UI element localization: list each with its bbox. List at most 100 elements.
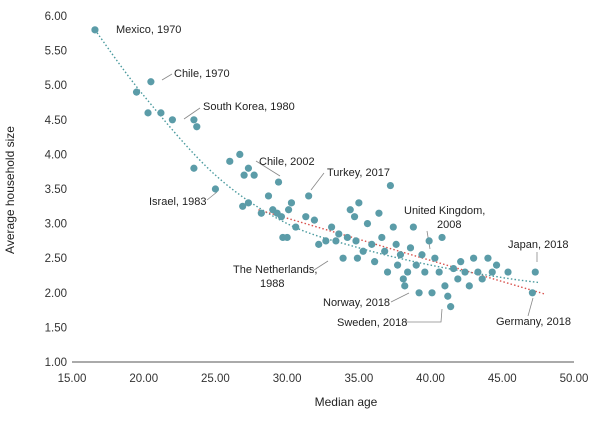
data-point (157, 109, 165, 117)
x-tick-label: 40.00 (416, 373, 445, 385)
data-point (283, 233, 291, 242)
annotation-leaders (161, 73, 538, 323)
y-tick-label: 5.50 (45, 46, 67, 58)
data-point (435, 268, 443, 276)
annotation-leader (405, 308, 443, 323)
y-tick-label: 4.50 (45, 115, 67, 127)
annotation-label: Japan, 2018 (508, 239, 569, 251)
y-tick-label: 3.50 (45, 184, 67, 196)
annotation-label-line: 2008 (437, 219, 461, 231)
y-tick-label: 1.50 (45, 322, 67, 334)
data-point (368, 240, 376, 248)
y-tick-label: 3.00 (45, 219, 67, 231)
data-point (257, 209, 265, 217)
data-point (418, 251, 426, 259)
data-point (474, 268, 482, 276)
x-tick-label: 50.00 (560, 373, 589, 385)
data-point (428, 289, 436, 297)
y-tick-label: 5.00 (45, 80, 67, 92)
data-point (244, 164, 253, 172)
data-point (404, 268, 412, 276)
x-tick-label: 30.00 (273, 373, 302, 385)
annotation-label-line: The Netherlands, (233, 264, 317, 276)
data-point (465, 282, 473, 290)
data-point (421, 268, 429, 276)
data-point (363, 220, 372, 228)
data-point (371, 258, 379, 266)
data-point (375, 209, 383, 217)
x-tick-label: 35.00 (344, 373, 373, 385)
data-point (378, 233, 386, 242)
data-point (444, 292, 452, 300)
annotation-leader (313, 260, 329, 271)
data-point (406, 244, 415, 252)
data-point (484, 254, 492, 262)
data-point (287, 199, 296, 207)
annotation-label: Israel, 1983 (149, 196, 206, 208)
data-point (190, 116, 198, 124)
data-point (305, 192, 313, 200)
annotations: Mexico, 1970 Chile, 1970 South Korea, 1980… (116, 24, 571, 329)
data-point (392, 240, 400, 248)
data-point (147, 78, 155, 86)
data-point (457, 258, 465, 266)
annotation-label: Chile, 1970 (174, 68, 230, 80)
trendline-curve (94, 29, 539, 284)
data-point (310, 216, 318, 224)
data-point (393, 261, 402, 269)
data-point (211, 185, 220, 193)
data-point (431, 254, 439, 262)
y-axis-title: Average household size (3, 126, 17, 254)
annotation-label-line: United Kingdom, (404, 205, 485, 217)
annotation-label: Germany, 2018 (496, 316, 571, 328)
data-point (315, 240, 323, 248)
data-point (425, 237, 433, 245)
x-axis-title: Median age (315, 395, 378, 409)
annotation-label: Mexico, 1970 (116, 24, 181, 36)
annotation-leader (310, 172, 325, 191)
annotation-leader (390, 292, 410, 303)
annotation-leader (161, 73, 173, 81)
x-tick-label: 25.00 (201, 373, 230, 385)
y-tick-label: 2.50 (45, 253, 67, 265)
data-point (168, 116, 176, 124)
data-point (531, 268, 539, 276)
y-tick-label: 2.00 (45, 288, 67, 300)
data-points (91, 26, 539, 311)
x-tick-label: 45.00 (488, 373, 517, 385)
data-point (441, 282, 449, 290)
y-tick-label: 4.00 (45, 149, 67, 161)
data-point (190, 164, 198, 172)
data-point (193, 123, 201, 131)
data-point (359, 247, 367, 255)
data-point (409, 223, 417, 231)
annotation-label: Chile, 2002 (259, 156, 315, 168)
annotation-label: Sweden, 2018 (337, 317, 407, 329)
axes: Median age Average household size (3, 126, 574, 409)
data-point (274, 178, 283, 186)
data-point (244, 199, 253, 207)
data-point (461, 268, 469, 276)
y-tick-label: 6.00 (45, 11, 67, 23)
x-tick-label: 20.00 (129, 373, 158, 385)
data-point (350, 213, 359, 221)
data-point (381, 247, 389, 255)
data-point (470, 254, 478, 262)
data-point (284, 206, 293, 214)
data-point (292, 223, 300, 231)
data-point (438, 233, 446, 242)
data-point (264, 192, 273, 200)
x-tick-label: 15.00 (58, 373, 87, 385)
data-point (488, 268, 496, 276)
data-point (454, 275, 462, 283)
data-point (355, 199, 363, 207)
data-point (383, 268, 392, 276)
data-point (352, 237, 360, 245)
data-point (346, 206, 354, 214)
data-point (226, 157, 234, 165)
data-point (332, 237, 340, 245)
data-point (386, 181, 395, 190)
data-point (339, 254, 347, 262)
